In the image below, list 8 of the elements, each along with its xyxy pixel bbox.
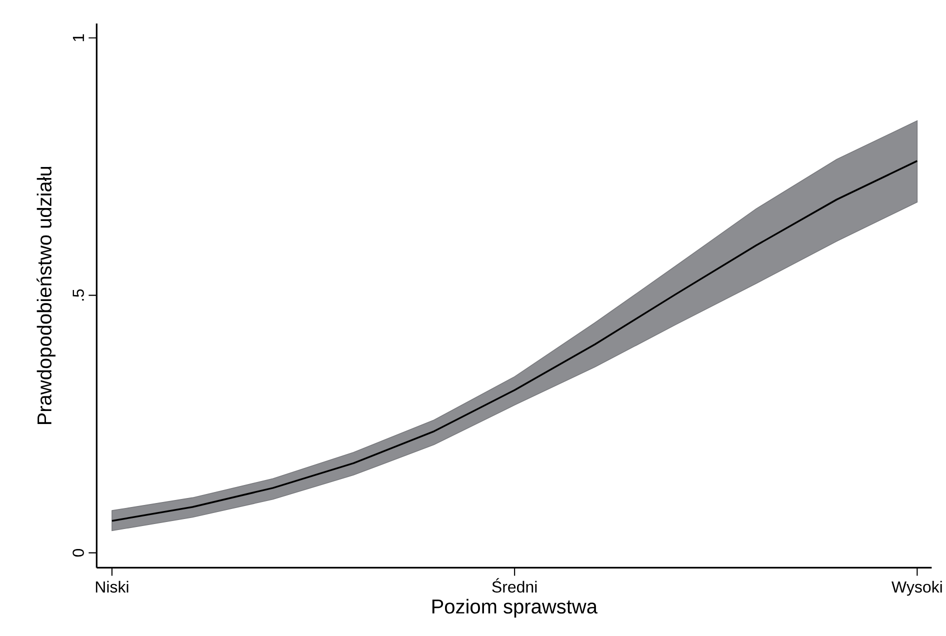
x-tick-label: Średni (492, 578, 537, 593)
x-tick-label: Wysoki (892, 580, 942, 596)
x-tick-label: Niski (96, 580, 128, 593)
y-axis-title: Prawdopodobieństwo udziału (36, 166, 56, 424)
x-axis-title: Poziom sprawstwa (432, 598, 598, 618)
y-tick-label: .5 (72, 289, 84, 301)
y-tick-label: 0 (72, 548, 84, 557)
y-tick-label: 1 (72, 34, 84, 42)
